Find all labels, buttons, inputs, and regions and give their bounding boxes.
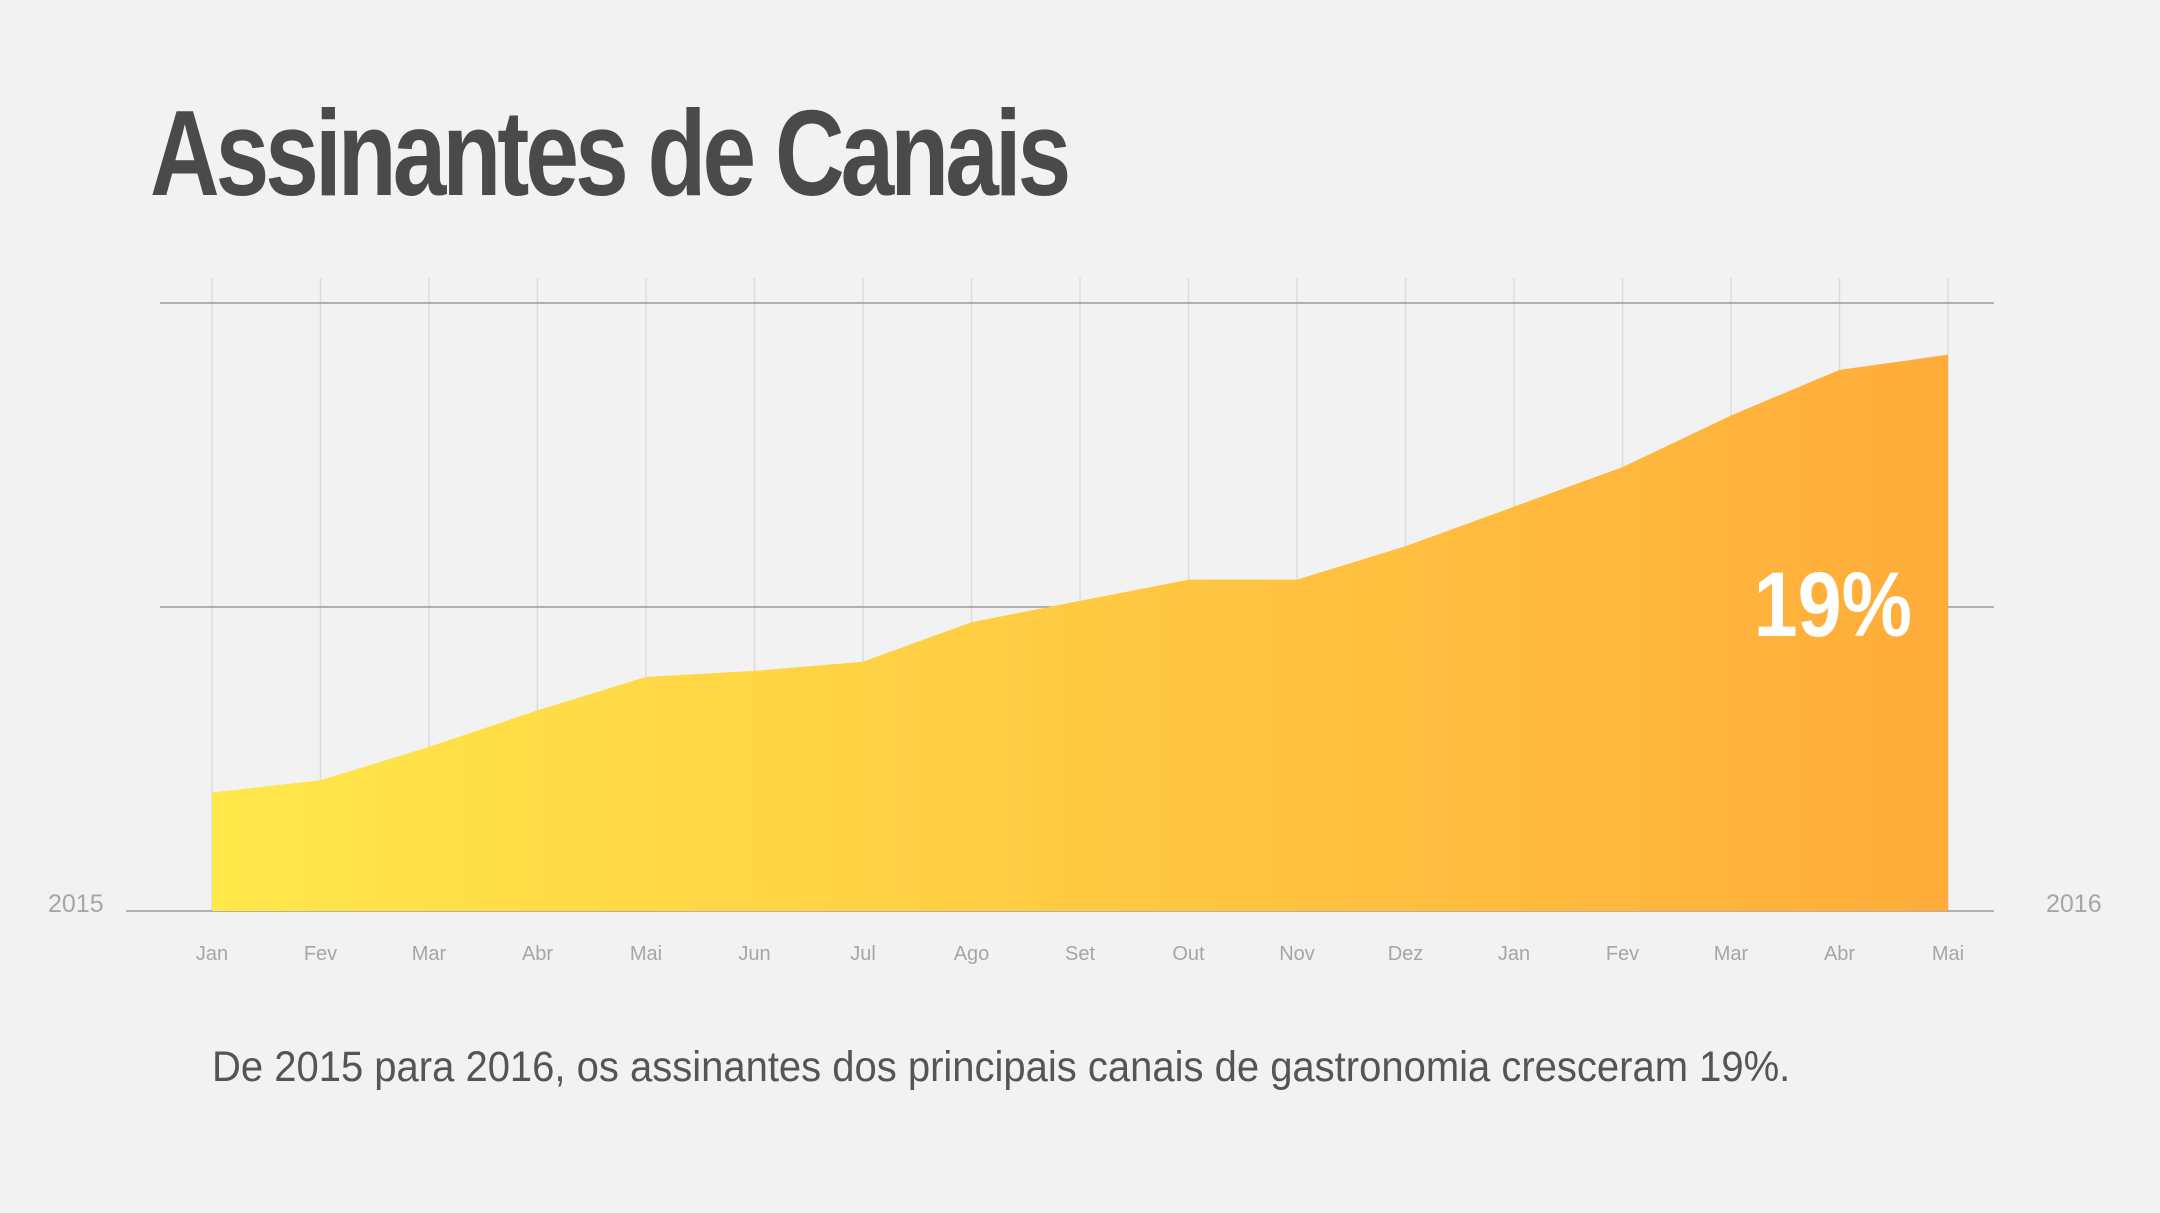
x-tick-label: Dez [1388, 943, 1424, 965]
x-tick-label: Jun [738, 943, 770, 965]
x-tick-label: Mar [412, 943, 447, 965]
area-fill [212, 354, 1948, 911]
x-tick-label: Jan [196, 943, 228, 965]
x-tick-label: Out [1172, 943, 1205, 965]
area-series [212, 354, 1948, 911]
x-tick-label: Mar [1714, 943, 1749, 965]
x-tick-label: Fev [1606, 943, 1639, 965]
chart-caption: De 2015 para 2016, os assinantes dos pri… [212, 1043, 1791, 1091]
x-tick-label: Abr [522, 943, 553, 965]
chart-title: Assinantes de Canais [150, 85, 1071, 221]
x-tick-label: Ago [954, 943, 990, 965]
axis-labels: Jan Fev Mar Abr Mai Jun Jul Ago Set Out Nov Dez Jan F… [196, 943, 1964, 965]
x-tick-label: Jan [1498, 943, 1530, 965]
x-tick-label: Jul [850, 943, 876, 965]
year-label-start: 2015 [48, 890, 104, 918]
growth-annotation: 19% [1754, 553, 1912, 656]
x-tick-label: Mai [1932, 943, 1964, 965]
x-tick-label: Mai [630, 943, 662, 965]
year-label-end: 2016 [2046, 890, 2102, 918]
x-tick-label: Set [1065, 943, 1095, 965]
x-tick-label: Nov [1279, 943, 1315, 965]
x-tick-label: Fev [304, 943, 337, 965]
x-tick-label: Abr [1824, 943, 1855, 965]
